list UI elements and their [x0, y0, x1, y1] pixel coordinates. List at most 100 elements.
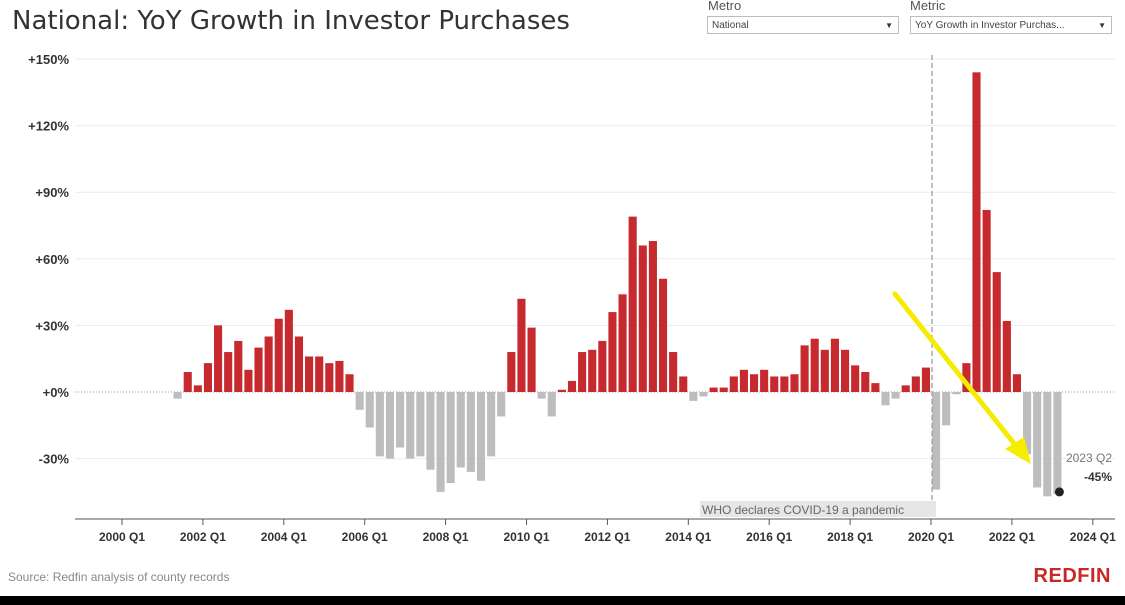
bar: [901, 385, 910, 392]
bar: [315, 356, 324, 392]
bar: [416, 392, 425, 457]
chevron-down-icon: ▼: [885, 21, 893, 30]
page-title: National: YoY Growth in Investor Purchas…: [12, 6, 570, 36]
x-tick-label: 2000 Q1: [99, 530, 145, 544]
metric-dropdown[interactable]: YoY Growth in Investor Purchas... ▼: [910, 16, 1112, 34]
bar: [173, 392, 182, 399]
bar: [456, 392, 465, 468]
x-tick-label: 2010 Q1: [503, 530, 549, 544]
x-tick-label: 2018 Q1: [827, 530, 873, 544]
bar: [800, 345, 809, 392]
bar: [699, 392, 708, 397]
bar: [810, 338, 819, 392]
bar: [658, 278, 668, 392]
bar: [1053, 392, 1062, 495]
bar: [709, 387, 718, 392]
bar: [527, 327, 536, 392]
bar: [203, 363, 213, 392]
bar: [921, 367, 930, 392]
metro-label: Metro: [708, 0, 742, 13]
bar: [567, 380, 577, 392]
bar: [770, 376, 779, 392]
bar: [669, 352, 678, 392]
bar: [578, 352, 587, 392]
bar: [780, 376, 789, 392]
bar: [638, 245, 647, 392]
bar: [972, 72, 981, 392]
x-tick-label: 2024 Q1: [1070, 530, 1116, 544]
bar: [547, 392, 556, 417]
bar: [942, 392, 951, 426]
bar: [830, 338, 839, 392]
bar: [284, 309, 293, 392]
bar: [618, 294, 627, 392]
bar: [719, 387, 728, 392]
x-tick-label: 2012 Q1: [584, 530, 630, 544]
highlight-arrow: [892, 291, 1019, 449]
y-tick-label: +0%: [43, 385, 70, 400]
bar: [345, 374, 354, 392]
bars: [173, 72, 1062, 497]
axes: +150% +120% +90% +60% +30% +0% -30% 2000 Q1 2002…: [28, 52, 1116, 544]
source-note: Source: Redfin analysis of county record…: [8, 570, 230, 584]
bar: [749, 374, 759, 392]
bar: [355, 392, 364, 410]
bar: [962, 363, 971, 392]
bar: [335, 360, 344, 392]
chevron-down-icon: ▼: [1098, 21, 1106, 30]
x-tick-label: 2020 Q1: [908, 530, 954, 544]
x-tick-label: 2016 Q1: [746, 530, 792, 544]
arrow-head-icon: [1005, 437, 1031, 464]
y-tick-label: +120%: [28, 119, 69, 134]
bar: [851, 365, 860, 392]
bar: [760, 369, 769, 392]
bar: [396, 392, 405, 448]
bar: [598, 340, 607, 392]
bar: [679, 376, 688, 392]
bar: [406, 392, 415, 459]
covid-label-bg: [700, 501, 936, 517]
bar: [840, 349, 850, 392]
bar: [224, 352, 233, 392]
latest-quarter-label: 2023 Q2: [1066, 451, 1112, 465]
x-tick-label: 2004 Q1: [261, 530, 307, 544]
bar: [487, 392, 496, 457]
bar: [436, 392, 445, 492]
x-tick-label: 2014 Q1: [665, 530, 711, 544]
x-tick-label: 2022 Q1: [989, 530, 1035, 544]
bar: [365, 392, 374, 428]
x-tick-label: 2006 Q1: [342, 530, 388, 544]
bar: [861, 372, 870, 392]
bar: [294, 336, 304, 392]
bar: [446, 392, 455, 484]
bar: [264, 336, 273, 392]
bar: [881, 392, 890, 406]
bar: [476, 392, 486, 481]
y-tick-label: +30%: [35, 318, 69, 333]
bar: [790, 374, 799, 392]
metro-dropdown-value: National: [712, 20, 749, 31]
bar: [537, 392, 546, 399]
bar: [932, 392, 941, 490]
metro-dropdown[interactable]: National ▼: [707, 16, 899, 34]
y-tick-label: +90%: [35, 185, 69, 200]
annotations: WHO declares COVID-19 a pandemic 2023 Q2 -…: [700, 55, 1112, 519]
bar: [1023, 392, 1032, 455]
bar: [517, 298, 526, 392]
bar: [305, 356, 314, 392]
bar: [1043, 392, 1052, 497]
latest-point-marker: [1054, 487, 1064, 497]
bar: [952, 392, 961, 395]
bar: [234, 340, 243, 392]
bar: [628, 216, 637, 392]
bar: [214, 325, 223, 392]
bar: [1012, 374, 1022, 392]
bar: [992, 272, 1001, 392]
bar: [557, 389, 566, 392]
bar: [1033, 392, 1042, 488]
x-tick-label: 2002 Q1: [180, 530, 226, 544]
bar: [588, 349, 597, 392]
bar: [911, 376, 920, 392]
bar: [729, 376, 738, 392]
brand-logo: REDFIN: [1033, 565, 1111, 587]
